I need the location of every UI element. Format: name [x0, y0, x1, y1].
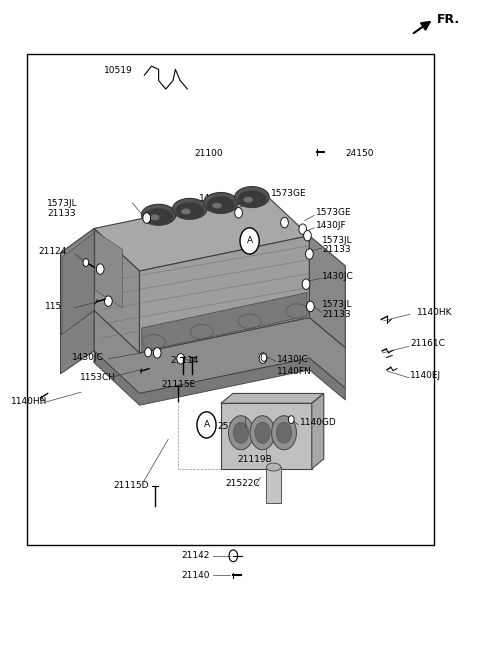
Polygon shape	[312, 394, 324, 469]
Circle shape	[259, 353, 267, 363]
Text: 21115D: 21115D	[113, 481, 149, 489]
Text: 21161C: 21161C	[410, 339, 445, 348]
Text: 21114: 21114	[170, 356, 199, 365]
Text: FR.: FR.	[437, 12, 460, 26]
Ellipse shape	[238, 190, 266, 207]
Polygon shape	[60, 228, 94, 335]
Text: 21124: 21124	[38, 247, 66, 256]
Text: 1140GD: 1140GD	[300, 418, 336, 427]
Text: 1140EJ: 1140EJ	[410, 371, 442, 380]
Text: 10519: 10519	[104, 66, 132, 75]
Text: 21522C: 21522C	[226, 480, 260, 488]
Circle shape	[143, 213, 151, 223]
Circle shape	[306, 249, 313, 259]
Text: 1430JC: 1430JC	[323, 272, 354, 281]
Circle shape	[105, 296, 112, 306]
Polygon shape	[62, 233, 94, 335]
Polygon shape	[94, 351, 345, 405]
Polygon shape	[94, 228, 140, 353]
Circle shape	[288, 416, 294, 424]
Text: 21119B: 21119B	[238, 455, 272, 464]
Ellipse shape	[142, 204, 176, 225]
Text: 21100: 21100	[194, 150, 223, 158]
Circle shape	[177, 354, 184, 364]
Text: 1573GE: 1573GE	[316, 209, 351, 217]
Polygon shape	[140, 236, 310, 353]
Bar	[221, 403, 312, 469]
Polygon shape	[94, 193, 310, 271]
Polygon shape	[94, 310, 345, 394]
Polygon shape	[60, 253, 94, 374]
Text: 24150: 24150	[345, 150, 374, 158]
Polygon shape	[221, 394, 324, 403]
Text: 1573GE: 1573GE	[271, 189, 307, 197]
Circle shape	[299, 224, 307, 234]
Circle shape	[233, 422, 249, 443]
Circle shape	[276, 422, 292, 443]
Ellipse shape	[144, 208, 173, 225]
Polygon shape	[142, 293, 307, 352]
Ellipse shape	[175, 202, 204, 219]
Circle shape	[197, 412, 216, 438]
Circle shape	[83, 258, 89, 266]
Text: 21142: 21142	[181, 551, 210, 560]
Circle shape	[145, 348, 152, 357]
Text: 1430JF: 1430JF	[316, 220, 346, 230]
Text: 1140HK: 1140HK	[417, 308, 453, 317]
Text: 1153CH: 1153CH	[80, 373, 116, 382]
Text: 1573JL
21133: 1573JL 21133	[47, 199, 77, 218]
Circle shape	[96, 264, 104, 274]
Circle shape	[228, 416, 253, 450]
Circle shape	[240, 228, 259, 254]
Circle shape	[250, 416, 275, 450]
Text: 1573JL
21133: 1573JL 21133	[323, 236, 353, 255]
Circle shape	[302, 279, 310, 289]
Circle shape	[255, 422, 270, 443]
Ellipse shape	[204, 192, 238, 213]
Ellipse shape	[235, 186, 269, 207]
Circle shape	[281, 217, 288, 228]
Circle shape	[307, 301, 314, 312]
Circle shape	[272, 416, 297, 450]
Text: 1430JF: 1430JF	[199, 194, 230, 203]
Text: 1430JC: 1430JC	[277, 355, 309, 364]
Text: A: A	[247, 236, 252, 245]
Bar	[27, 54, 434, 545]
Ellipse shape	[172, 198, 207, 219]
Ellipse shape	[243, 197, 253, 203]
Text: 1430JC: 1430JC	[72, 353, 103, 362]
Text: 1573JL
21133: 1573JL 21133	[323, 300, 353, 319]
Text: 25124D: 25124D	[217, 422, 252, 432]
Ellipse shape	[266, 463, 281, 471]
Text: 1151CC: 1151CC	[45, 302, 81, 311]
Circle shape	[304, 230, 312, 241]
Circle shape	[261, 354, 267, 361]
Ellipse shape	[181, 209, 191, 215]
Circle shape	[235, 207, 242, 218]
Polygon shape	[310, 236, 345, 348]
Text: A: A	[204, 420, 210, 430]
Text: 21140: 21140	[181, 571, 210, 580]
Text: 1140FN: 1140FN	[277, 367, 312, 376]
Ellipse shape	[206, 196, 235, 213]
Circle shape	[154, 348, 161, 358]
Polygon shape	[95, 231, 123, 308]
Bar	[266, 467, 281, 503]
Ellipse shape	[212, 203, 222, 209]
Text: 21115E: 21115E	[161, 380, 195, 390]
Text: 1140HH: 1140HH	[11, 398, 48, 407]
Ellipse shape	[150, 215, 159, 220]
